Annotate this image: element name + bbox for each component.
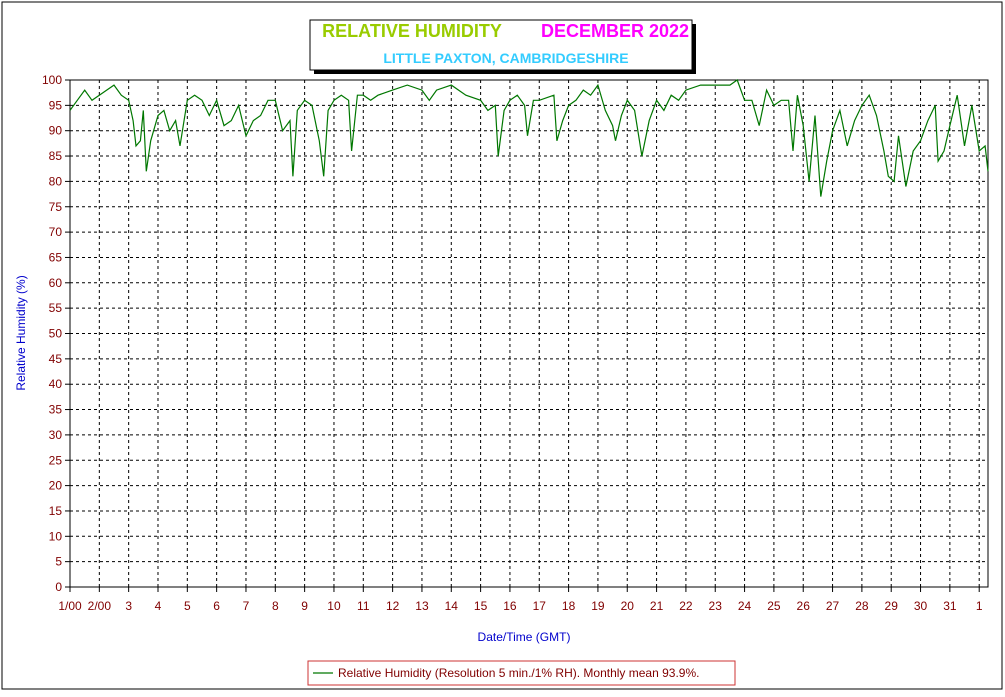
x-tick-label: 30 — [914, 599, 928, 613]
y-tick-label: 55 — [49, 301, 63, 315]
legend-label: Relative Humidity (Resolution 5 min./1% … — [338, 666, 699, 680]
x-tick-label: 8 — [272, 599, 279, 613]
chart-subtitle: DECEMBER 2022 — [541, 21, 689, 41]
x-tick-label: 28 — [855, 599, 869, 613]
y-tick-label: 40 — [49, 377, 63, 391]
x-tick-label: 5 — [184, 599, 191, 613]
y-tick-label: 100 — [42, 73, 62, 87]
y-tick-label: 25 — [49, 453, 63, 467]
x-tick-label: 24 — [738, 599, 752, 613]
y-tick-label: 45 — [49, 352, 63, 366]
y-tick-label: 60 — [49, 276, 63, 290]
y-tick-label: 0 — [55, 580, 62, 594]
y-tick-label: 30 — [49, 428, 63, 442]
y-tick-label: 50 — [49, 327, 63, 341]
x-tick-label: 7 — [243, 599, 250, 613]
x-tick-label: 11 — [357, 599, 370, 613]
x-tick-label: 14 — [445, 599, 459, 613]
x-tick-label: 12 — [386, 599, 400, 613]
x-tick-label: 17 — [533, 599, 547, 613]
x-tick-label: 13 — [415, 599, 429, 613]
x-tick-label: 2/00 — [88, 599, 112, 613]
x-tick-label: 29 — [885, 599, 899, 613]
location: LITTLE PAXTON, CAMBRIDGESHIRE — [383, 50, 628, 66]
x-tick-label: 15 — [474, 599, 488, 613]
x-tick-label: 1/00 — [58, 599, 82, 613]
y-axis-label: Relative Humidity (%) — [14, 275, 28, 390]
x-tick-label: 3 — [125, 599, 132, 613]
x-tick-label: 22 — [679, 599, 693, 613]
x-tick-label: 21 — [650, 599, 664, 613]
legend-box — [307, 660, 736, 686]
y-tick-label: 95 — [49, 98, 63, 112]
x-tick-label: 18 — [562, 599, 576, 613]
x-tick-label: 9 — [301, 599, 308, 613]
x-tick-label: 31 — [943, 599, 957, 613]
y-tick-label: 85 — [49, 149, 63, 163]
chart-title: RELATIVE HUMIDITY — [322, 21, 502, 41]
x-tick-label: 4 — [155, 599, 162, 613]
plot-border — [69, 79, 989, 588]
x-tick-label: 26 — [797, 599, 811, 613]
y-tick-label: 20 — [49, 479, 63, 493]
x-tick-label: 19 — [591, 599, 605, 613]
y-tick-label: 70 — [49, 225, 63, 239]
x-tick-label: 27 — [826, 599, 840, 613]
y-tick-label: 10 — [49, 529, 63, 543]
y-tick-label: 80 — [49, 174, 63, 188]
title-box — [309, 19, 693, 71]
y-tick-label: 75 — [49, 200, 63, 214]
x-tick-label: 6 — [213, 599, 220, 613]
x-tick-label: 23 — [709, 599, 723, 613]
y-tick-label: 5 — [55, 555, 62, 569]
x-tick-label: 10 — [327, 599, 341, 613]
y-tick-label: 90 — [49, 124, 63, 138]
y-tick-label: 35 — [49, 403, 63, 417]
x-tick-label: 20 — [621, 599, 635, 613]
x-tick-label: 16 — [503, 599, 517, 613]
y-tick-label: 65 — [49, 250, 63, 264]
x-tick-label: 25 — [767, 599, 781, 613]
x-tick-label: 1 — [976, 599, 983, 613]
x-axis-label: Date/Time (GMT) — [478, 630, 571, 644]
data-line — [69, 79, 989, 197]
y-tick-label: 15 — [49, 504, 63, 518]
